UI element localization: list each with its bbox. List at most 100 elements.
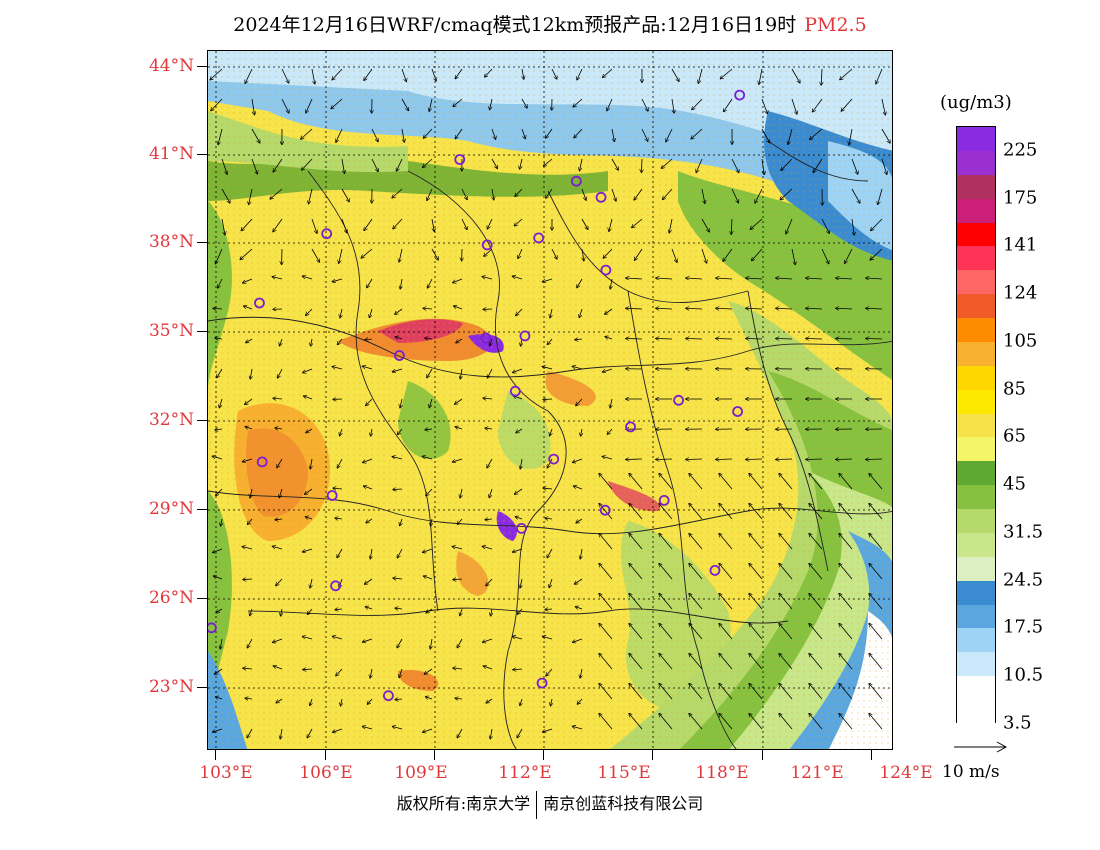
wind-arrow — [303, 368, 313, 373]
wind-arrow — [779, 564, 793, 580]
wind-arrow — [629, 594, 643, 610]
wind-arrow — [371, 128, 378, 141]
wind-arrow — [517, 728, 523, 738]
wind-arrow — [542, 367, 553, 370]
wind-arrow — [487, 218, 493, 229]
wind-arrow — [574, 486, 583, 490]
wind-arrow — [869, 624, 883, 640]
city-station-marker — [481, 239, 493, 251]
lon-tick — [434, 750, 435, 760]
copyright-footer: 版权所有:南京大学 南京创蓝科技有限公司 — [0, 790, 1100, 819]
wind-arrow — [871, 218, 883, 230]
wind-arrow — [599, 564, 613, 580]
wind-arrow — [610, 278, 612, 289]
wind-arrow — [307, 728, 313, 738]
wind-arrow — [779, 474, 793, 490]
wind-arrow — [689, 594, 703, 610]
wind-arrow — [428, 278, 433, 288]
wind-arrow — [429, 398, 433, 407]
wind-arrow — [213, 456, 223, 460]
wind-arrow — [273, 158, 283, 172]
wind-arrow — [250, 368, 252, 379]
wind-arrow — [719, 474, 733, 490]
wind-arrow — [550, 308, 552, 318]
colorbar-label: 3.5 — [1003, 712, 1032, 734]
city-station-marker — [383, 690, 394, 702]
city-station-marker — [330, 580, 341, 592]
wind-arrow — [393, 726, 403, 730]
wind-arrow — [755, 188, 763, 203]
wind-arrow — [401, 68, 406, 81]
colorbar-label: 175 — [1003, 187, 1038, 209]
wind-arrow — [545, 609, 553, 610]
wind-arrow — [513, 368, 523, 372]
wind-arrow — [243, 278, 253, 283]
wind-arrow — [689, 474, 703, 490]
wind-arrow — [876, 68, 883, 84]
wind-arrow — [575, 578, 583, 584]
wind-arrow — [750, 218, 763, 229]
colorbar-swatch — [957, 652, 995, 677]
wind-arrow — [302, 158, 313, 170]
wind-arrow — [776, 308, 793, 309]
wind-arrow — [218, 278, 223, 288]
wind-arrow — [274, 666, 283, 670]
city-station-marker — [326, 490, 338, 501]
wind-arrow — [609, 218, 613, 231]
wind-arrow — [810, 128, 823, 139]
wind-arrow — [635, 248, 643, 260]
wind-arrow — [216, 697, 223, 699]
wind-arrow — [215, 429, 223, 430]
wind-arrow — [809, 504, 823, 520]
wind-arrow — [521, 128, 525, 139]
wind-arrow — [301, 128, 313, 139]
wind-arrow — [216, 248, 223, 264]
lon-label-106: 106°E — [299, 763, 353, 783]
colorbar-label: 24.5 — [1003, 569, 1044, 591]
lon-label-115: 115°E — [597, 763, 651, 783]
wind-arrow — [306, 428, 313, 433]
wind-arrow — [731, 218, 732, 234]
wind-arrow — [309, 188, 313, 204]
wind-arrow — [821, 68, 822, 85]
colorbar-swatch — [957, 198, 995, 223]
wind-arrow — [543, 488, 553, 489]
lon-tick — [652, 750, 653, 760]
wind-arrow — [245, 68, 253, 83]
wind-arrow — [576, 518, 583, 523]
city-station-marker — [732, 406, 743, 417]
wind-arrow — [719, 564, 733, 580]
title-pollutant: PM2.5 — [804, 14, 867, 36]
wind-arrow — [779, 624, 793, 640]
wind-arrow — [487, 368, 493, 378]
wind-arrow — [689, 684, 703, 700]
wind-arrow — [576, 607, 583, 609]
wind-arrow — [605, 308, 613, 314]
wind-vectors — [210, 68, 890, 739]
wind-arrow — [243, 579, 253, 580]
wind-arrow — [749, 624, 763, 640]
wind-arrow — [490, 98, 493, 109]
wind-arrow — [599, 474, 613, 490]
wind-arrow — [241, 218, 253, 231]
wind-arrow — [689, 534, 703, 550]
wind-arrow — [573, 726, 583, 730]
wind-arrow — [573, 98, 583, 107]
wind-arrow — [364, 218, 373, 230]
wind-arrow — [310, 578, 312, 588]
wind-arrow — [629, 534, 643, 550]
wind-arrow — [366, 398, 373, 405]
lat-label-29: 29°N — [148, 499, 194, 519]
wind-arrow — [749, 564, 763, 580]
colorbar-swatch — [957, 413, 995, 438]
wind-arrow — [336, 668, 343, 676]
wind-arrow — [544, 158, 553, 166]
wind-arrow — [671, 68, 679, 81]
wind-reference-label: 10 m/s — [942, 762, 1000, 782]
colorbar-swatch — [957, 580, 995, 605]
map-title: 2024年12月16日WRF/cmaq模式12km预报产品:12月16日19时 P… — [0, 10, 1100, 37]
wind-arrow — [279, 488, 283, 497]
wind-arrow — [484, 248, 493, 256]
colorbar-swatch — [957, 389, 995, 414]
wind-arrow — [610, 398, 612, 408]
